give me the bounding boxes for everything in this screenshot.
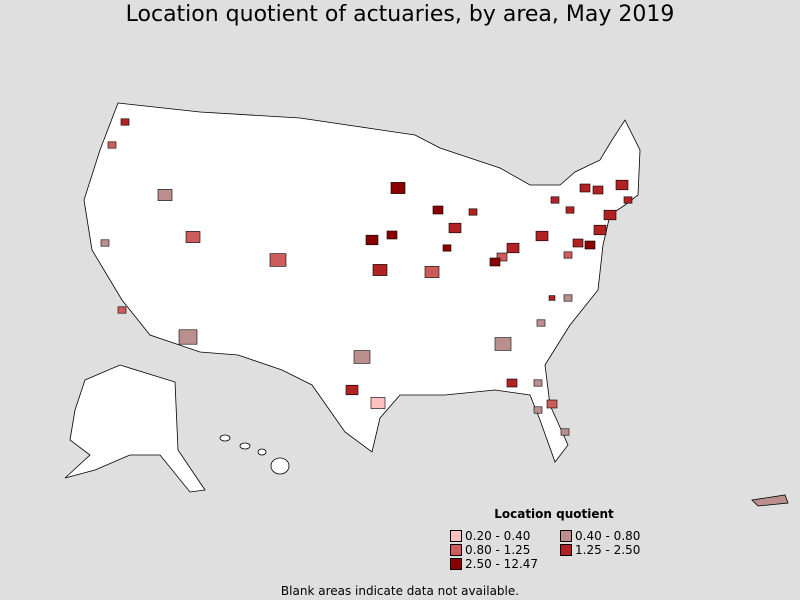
metro-area xyxy=(432,205,444,215)
metro-area xyxy=(442,244,452,252)
legend-item: 0.20 - 0.40 xyxy=(450,529,560,543)
metro-area xyxy=(593,224,607,236)
metro-area xyxy=(345,384,359,396)
metro-area xyxy=(448,222,462,234)
metro-area xyxy=(496,252,508,262)
metro-area xyxy=(157,189,173,201)
footnote: Blank areas indicate data not available. xyxy=(280,584,520,598)
metro-area xyxy=(468,208,478,216)
metro-area xyxy=(424,266,440,278)
metro-area xyxy=(365,234,379,246)
metro-area xyxy=(563,251,573,259)
metro-area xyxy=(178,329,198,345)
legend-swatch xyxy=(450,529,462,542)
legend-swatch xyxy=(450,557,462,570)
metro-area xyxy=(353,350,371,364)
legend: Location quotient 0.20 - 0.40 0.40 - 0.8… xyxy=(450,507,650,571)
metro-area xyxy=(563,294,573,302)
metro-area xyxy=(546,399,558,409)
metro-area xyxy=(603,209,617,221)
metro-area xyxy=(535,230,549,242)
legend-swatch xyxy=(450,543,462,556)
metro-area xyxy=(584,240,596,250)
legend-swatch xyxy=(560,529,572,542)
metro-area xyxy=(533,406,543,414)
metro-area xyxy=(372,264,388,276)
legend-swatch xyxy=(560,543,572,556)
metro-area xyxy=(185,231,201,243)
puerto-rico xyxy=(751,494,789,507)
metro-area xyxy=(489,257,501,267)
lower-48-states xyxy=(83,102,641,463)
metro-area xyxy=(592,185,604,195)
metro-area xyxy=(579,183,591,193)
hawaii xyxy=(219,434,290,475)
metro-area xyxy=(560,428,570,436)
metro-area xyxy=(390,182,406,194)
metro-area xyxy=(107,141,117,149)
metro-area xyxy=(565,206,575,214)
legend-item: 0.40 - 0.80 xyxy=(560,529,660,543)
metro-area xyxy=(370,397,386,409)
metro-area xyxy=(533,379,543,387)
legend-title: Location quotient xyxy=(494,507,614,521)
metro-area xyxy=(117,306,127,314)
metro-area xyxy=(120,118,130,126)
metro-area xyxy=(386,230,398,240)
map-title: Location quotient of actuaries, by area,… xyxy=(125,2,675,27)
metro-area xyxy=(536,319,546,327)
legend-item: 1.25 - 2.50 xyxy=(560,543,660,557)
metro-area xyxy=(100,239,110,247)
metro-area xyxy=(548,295,556,301)
legend-item: 2.50 - 12.47 xyxy=(450,557,560,571)
legend-item: 0.80 - 1.25 xyxy=(450,543,560,557)
metro-area xyxy=(615,179,629,191)
metro-area xyxy=(550,196,560,204)
metro-area xyxy=(269,253,287,267)
metro-area xyxy=(623,196,633,204)
alaska xyxy=(64,364,206,493)
metro-area xyxy=(506,378,518,388)
metro-area xyxy=(494,337,512,351)
metro-area xyxy=(506,242,520,254)
metro-area xyxy=(572,238,584,248)
